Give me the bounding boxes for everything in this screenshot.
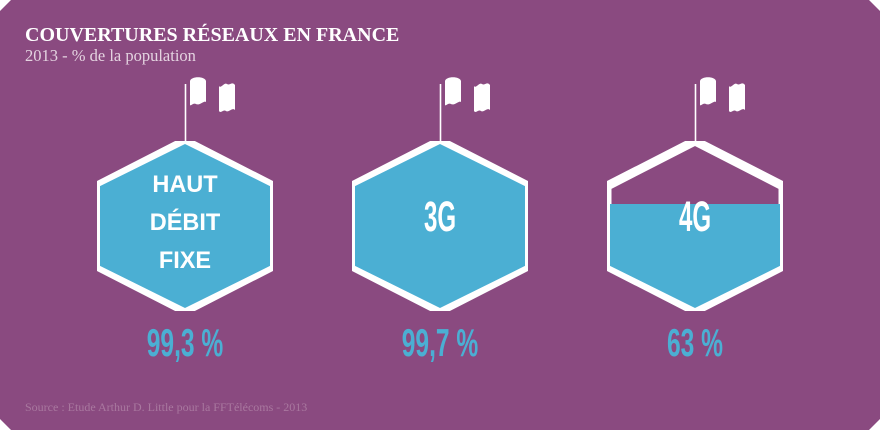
- svg-text:DÉBIT: DÉBIT: [150, 208, 221, 236]
- svg-text:HAUT: HAUT: [152, 171, 218, 198]
- svg-text:4G: 4G: [679, 193, 711, 241]
- svg-text:3G: 3G: [424, 193, 456, 241]
- svg-text:FIXE: FIXE: [159, 247, 211, 274]
